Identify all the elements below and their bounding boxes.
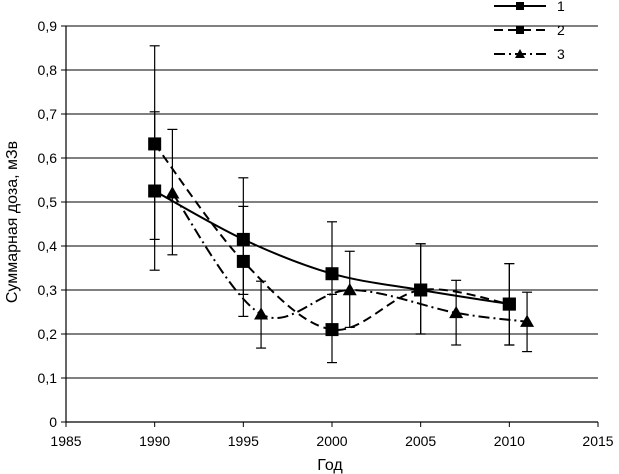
data-point xyxy=(236,254,250,268)
data-point xyxy=(342,283,357,296)
y-tick-label: 0 xyxy=(49,414,57,430)
x-tick-label: 2005 xyxy=(405,433,436,449)
y-tick-label: 0,2 xyxy=(38,326,58,342)
legend-item-1: 1 xyxy=(494,0,565,14)
legend-label: 2 xyxy=(557,22,565,38)
data-point xyxy=(414,283,428,297)
legend: 1 2 3 xyxy=(494,0,565,62)
axes xyxy=(61,25,599,427)
y-tick-label: 0,9 xyxy=(38,18,58,34)
data-point xyxy=(520,314,535,327)
y-tick-label: 0,8 xyxy=(38,62,58,78)
legend-item-3: 3 xyxy=(494,46,565,62)
legend-label: 3 xyxy=(557,46,565,62)
series-3 xyxy=(165,128,535,353)
x-tick-label: 1995 xyxy=(228,433,259,449)
data-point xyxy=(165,186,180,199)
legend-marker xyxy=(516,26,524,34)
x-tick-label: 2010 xyxy=(494,433,525,449)
legend-marker xyxy=(516,2,524,10)
data-point xyxy=(254,307,269,320)
x-tick-label: 1985 xyxy=(50,433,81,449)
data-point xyxy=(325,323,339,337)
legend-marker xyxy=(515,49,525,58)
data-point xyxy=(325,267,339,281)
legend-label: 1 xyxy=(557,0,565,14)
y-tick-labels: 0 0,1 0,2 0,3 0,4 0,5 0,6 0,7 0,8 0,9 xyxy=(38,18,58,430)
x-tick-labels: 1985 1990 1995 2000 2005 2010 2015 xyxy=(50,433,613,449)
y-tick-label: 0,4 xyxy=(38,238,58,254)
y-tick-label: 0,7 xyxy=(38,106,58,122)
y-axis-label: Суммарная доза, мЗв xyxy=(4,141,21,303)
y-tick-label: 0,6 xyxy=(38,150,58,166)
y-tick-label: 0,1 xyxy=(38,370,58,386)
data-point xyxy=(148,137,162,151)
series-layer xyxy=(148,45,535,364)
series-2 xyxy=(148,45,516,364)
x-axis-label: Год xyxy=(317,457,343,474)
series-line xyxy=(171,192,528,323)
y-tick-label: 0,5 xyxy=(38,194,58,210)
data-point xyxy=(449,305,464,319)
y-tick-label: 0,3 xyxy=(38,282,58,298)
x-tick-label: 2015 xyxy=(582,433,613,449)
legend-item-2: 2 xyxy=(494,22,565,38)
x-tick-label: 1990 xyxy=(139,433,170,449)
x-tick-label: 2000 xyxy=(316,433,347,449)
data-point xyxy=(502,297,516,311)
